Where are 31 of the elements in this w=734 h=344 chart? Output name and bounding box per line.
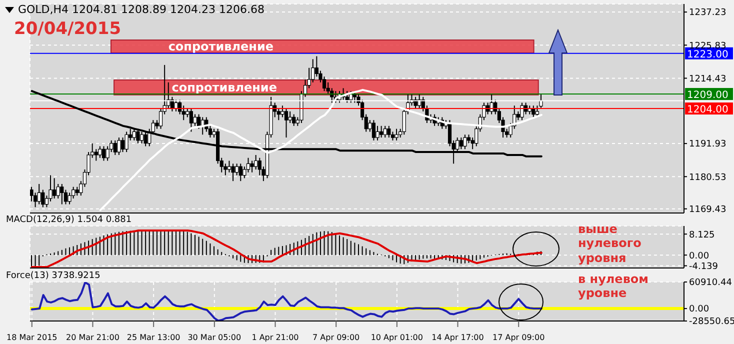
x-tick-label: 18 Mar 2015 [6, 333, 58, 342]
y-tick-label: 1237.23 [689, 8, 726, 18]
x-tick-label: 1 Apr 21:00 [252, 333, 299, 342]
x-tick-label: 25 Mar 13:00 [126, 333, 180, 342]
y-tick-label: -4.139 [689, 262, 718, 272]
y-tick-label: 1180.53 [689, 172, 726, 183]
x-tick-label: 30 Mar 05:00 [188, 333, 242, 342]
annotation: в нулевом уровне [578, 272, 650, 301]
band-label: сопротивление [168, 40, 274, 54]
y-tick-label: 1169.43 [689, 205, 726, 216]
ref-line-label: 1204.00 [687, 104, 728, 116]
band-label: сопротивление [172, 80, 277, 94]
annotation: 20/04/2015 [14, 19, 122, 40]
x-tick-label: 7 Apr 09:00 [312, 333, 360, 342]
y-tick-label: 8.125 [689, 230, 715, 240]
annotation: выше нулевого уровня [578, 222, 642, 266]
ref-line-label: 1223.00 [687, 49, 728, 60]
chart-title: GOLD,H4 1204.81 1208.89 1204.23 1206.68 [18, 3, 264, 16]
y-tick-label: 60910.44 [689, 278, 732, 288]
y-tick-label: 0.00 [689, 251, 710, 262]
ref-line-label: 1209.00 [687, 90, 728, 101]
x-tick-label: 20 Mar 21:00 [66, 333, 120, 342]
y-tick-label: -28550.65 [689, 317, 734, 328]
y-tick-label: 1214.43 [689, 74, 726, 84]
y-tick-label: 1191.93 [689, 140, 726, 150]
chart-title: MACD(12,26,9) 1.504 0.881 [6, 215, 132, 225]
chart-title: Force(13) 3738.9215 [6, 271, 100, 281]
x-tick-label: 14 Apr 17:00 [432, 333, 484, 342]
x-tick-label: 10 Apr 01:00 [370, 333, 424, 342]
y-tick-label: 0.00 [689, 304, 710, 315]
x-tick-label: 17 Apr 09:00 [492, 333, 545, 342]
